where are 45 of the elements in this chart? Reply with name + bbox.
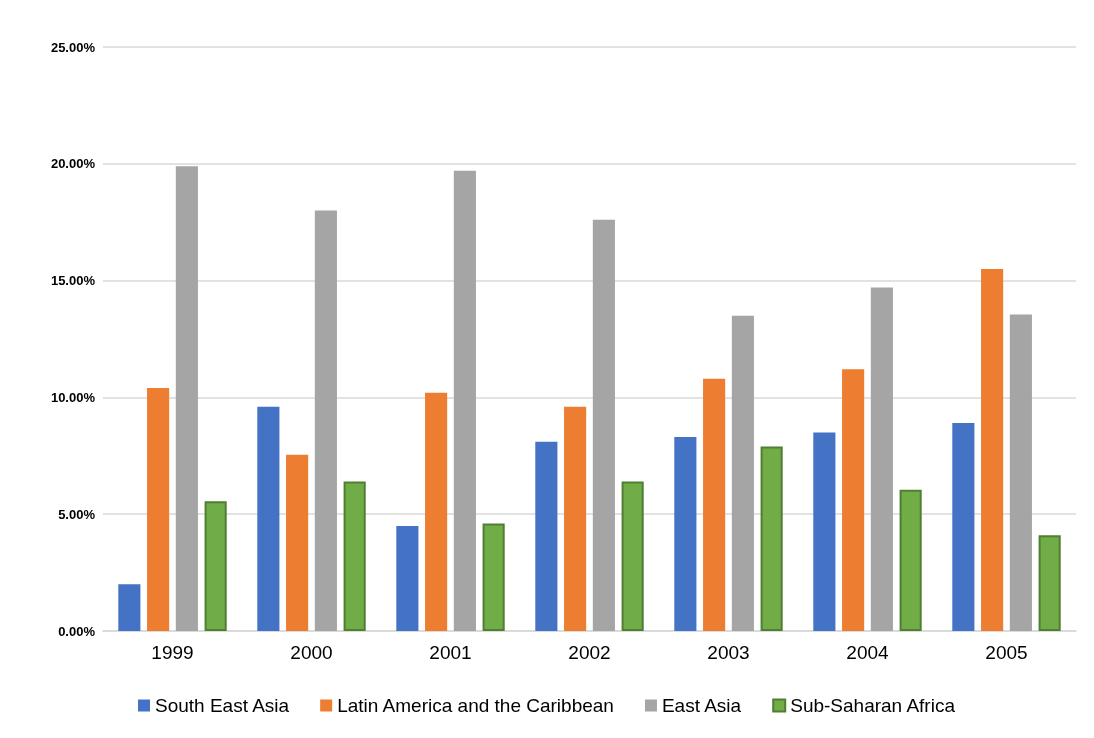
bar [813,432,836,631]
y-tick-label: 25.00% [50,39,96,55]
bar [482,523,505,631]
y-tick-label: 15.00% [50,273,96,289]
bar [592,219,615,631]
bar [396,525,419,631]
bar [952,423,975,631]
bar [453,170,476,631]
bar [1038,535,1061,631]
legend-label: Sub-Saharan Africa [790,695,956,716]
x-tick-label: 2001 [429,642,472,663]
bar [731,315,754,631]
y-tick-label: 10.00% [50,389,96,405]
bar [118,584,141,631]
bar [425,392,448,631]
legend-label: South East Asia [154,695,290,716]
y-tick-label: 20.00% [50,156,96,172]
legend-label: Latin America and the Caribbean [337,695,614,716]
x-tick-label: 2003 [707,642,750,663]
bar [286,454,309,631]
x-tick-label: 2000 [290,642,333,663]
bar [257,406,280,631]
bar [175,166,198,631]
x-tick-label: 1999 [151,642,194,663]
bar [674,437,697,631]
bar [621,481,644,631]
bar [842,369,865,631]
x-tick-label: 2005 [985,642,1028,663]
bar [899,489,922,631]
x-tick-label: 2002 [568,642,611,663]
bar [147,388,170,631]
y-tick-label: 5.00% [58,506,96,522]
bar [1009,314,1032,631]
bar [760,446,783,631]
bar [981,268,1004,631]
bar [343,481,366,631]
y-tick-label: 0.00% [58,623,96,639]
bar [564,406,587,631]
bar [314,210,337,631]
legend-label: East Asia [661,695,742,716]
bar [870,287,893,631]
bar [204,501,227,631]
bar [703,378,726,631]
x-tick-label: 2004 [846,642,890,663]
bar [535,441,558,631]
